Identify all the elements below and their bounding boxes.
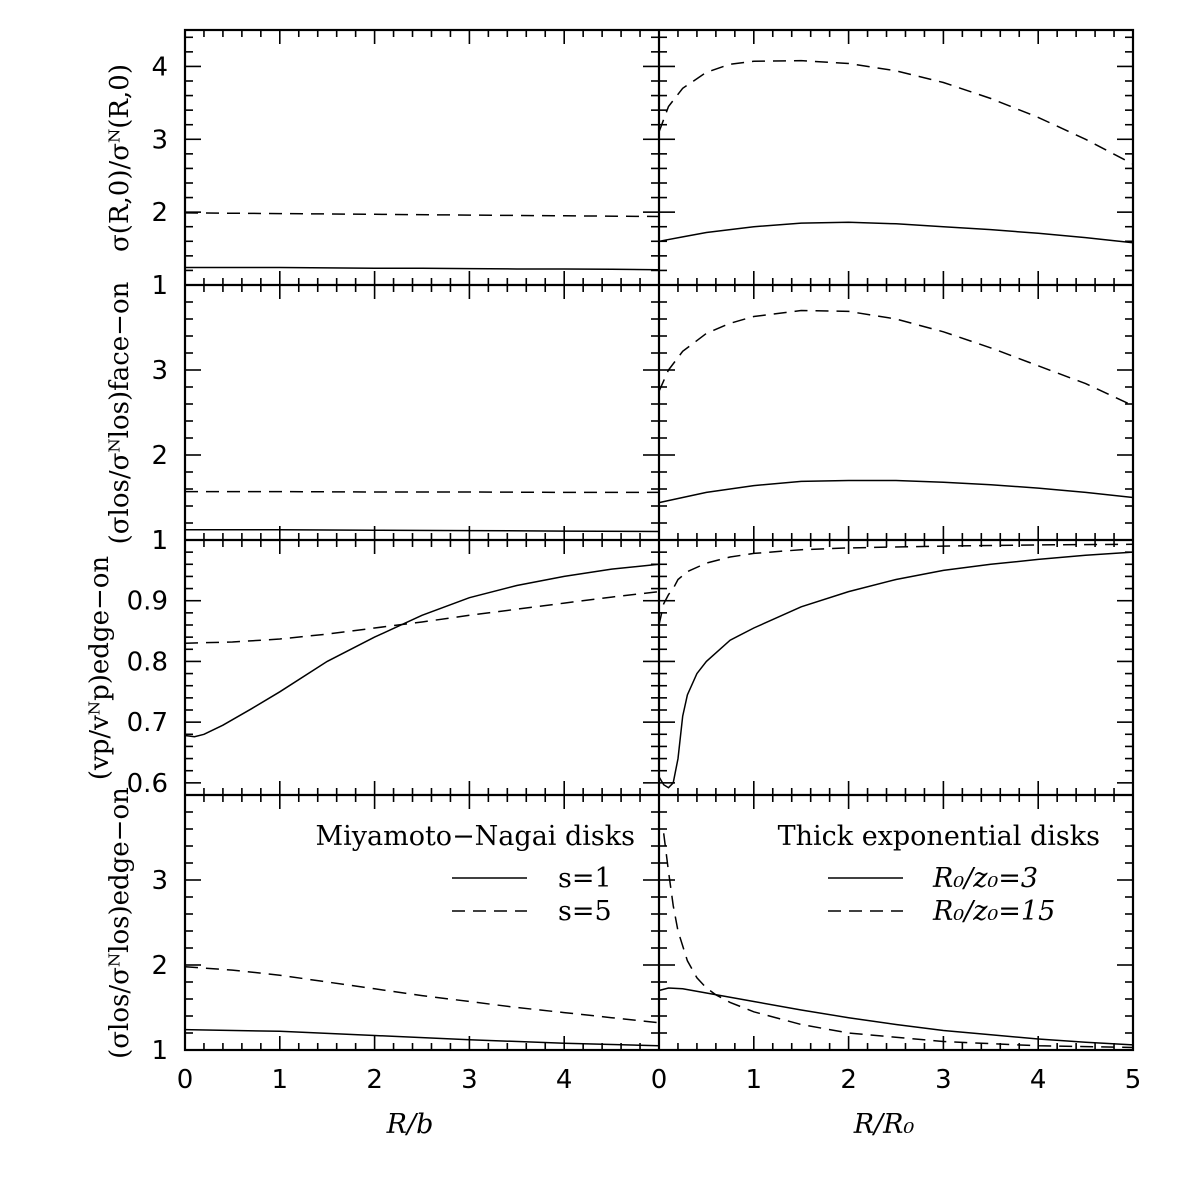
legend-right: Thick exponential disks R₀/z₀=3 R₀/z₀=15 <box>778 821 1100 927</box>
series-line-r4c2-dashed <box>662 833 1134 1049</box>
legend-right-entry-1: R₀/z₀=3 <box>932 863 1038 894</box>
x-axis-label-right: R/R₀ <box>853 1109 915 1140</box>
y-tick-label: 2 <box>151 198 168 228</box>
series-line-r2c2-solid <box>658 479 1134 504</box>
y-axis-label-row4: (σlos/σᴺlos)edge−on <box>105 787 135 1059</box>
axis-ticks <box>185 30 1133 1050</box>
y-axis-label-row3: (vp/vᴺp)edge−on <box>85 556 115 781</box>
legend-left: Miyamoto−Nagai disks s=1 s=5 <box>315 821 635 927</box>
x-tick-label: 1 <box>746 1065 763 1095</box>
x-tick-label: 3 <box>935 1065 952 1095</box>
legend-left-entry-2: s=5 <box>558 896 612 927</box>
legend-right-title: Thick exponential disks <box>778 821 1100 852</box>
y-tick-label: 1 <box>151 526 168 556</box>
x-tick-label: 2 <box>366 1065 383 1095</box>
series-line-r2c1-solid <box>185 529 660 533</box>
y-axis-label-row2: (σlos/σᴺlos)face−on <box>105 281 135 544</box>
series-line-r1c2-solid <box>658 221 1134 244</box>
x-tick-label: 1 <box>272 1065 289 1095</box>
x-tick-label: 5 <box>1125 1065 1142 1095</box>
x-tick-label: 4 <box>1030 1065 1047 1095</box>
y-axis-label-row1: σ(R,0)/σᴺ(R,0) <box>105 64 135 252</box>
series-line-r1c1-solid <box>185 266 660 271</box>
series-line-r4c1-dashed <box>184 965 660 1024</box>
y-tick-label: 3 <box>151 356 168 386</box>
y-tick-label: 0.9 <box>127 587 168 617</box>
series-line-r1c2-dashed <box>658 59 1134 165</box>
y-tick-label: 0.7 <box>127 708 168 738</box>
legend-left-title: Miyamoto−Nagai disks <box>315 821 635 852</box>
legend-right-entry-2: R₀/z₀=15 <box>932 896 1055 927</box>
y-tick-label: 1 <box>151 1036 168 1066</box>
x-tick-label: 2 <box>840 1065 857 1095</box>
data-curves <box>184 59 1134 1049</box>
series-line-r2c2-dashed <box>658 309 1134 407</box>
series-line-r4c1-solid <box>184 1028 660 1047</box>
y-tick-label: 1 <box>151 271 168 301</box>
y-tick-label: 0.6 <box>127 769 168 799</box>
x-tick-label: 0 <box>651 1065 668 1095</box>
series-line-r3c2-dashed <box>658 543 1134 626</box>
x-tick-label: 0 <box>177 1065 194 1095</box>
series-line-r4c2-solid <box>658 987 1134 1046</box>
y-tick-label: 2 <box>151 951 168 981</box>
y-tick-label: 4 <box>151 52 168 82</box>
x-axis-label-left: R/b <box>386 1109 434 1140</box>
series-line-r1c1-dashed <box>184 212 660 218</box>
y-tick-label: 0.8 <box>127 647 168 677</box>
legend-left-entry-1: s=1 <box>558 863 612 894</box>
series-line-r3c1-dashed <box>184 590 660 644</box>
y-tick-label: 2 <box>151 441 168 471</box>
series-line-r2c1-dashed <box>185 490 659 494</box>
series-line-r3c1-solid <box>184 563 660 738</box>
y-tick-label: 3 <box>151 125 168 155</box>
y-tick-label: 3 <box>151 866 168 896</box>
x-tick-label: 3 <box>461 1065 478 1095</box>
y-tick-label: 1 <box>151 526 168 556</box>
x-tick-label: 4 <box>556 1065 573 1095</box>
series-line-r3c2-solid <box>658 551 1134 789</box>
x-tick-labels: 0 1 2 3 4 0 1 2 3 4 5 <box>177 1065 1142 1095</box>
